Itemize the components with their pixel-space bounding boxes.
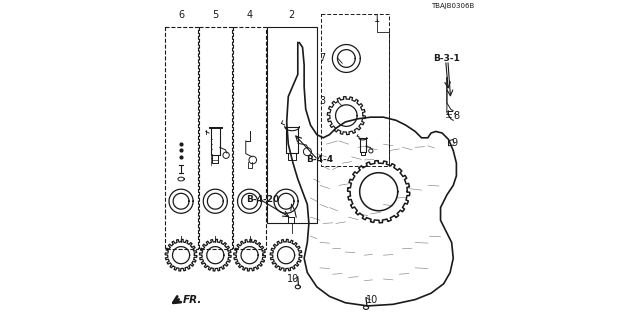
- Text: B-3-1: B-3-1: [433, 54, 460, 63]
- Text: 7: 7: [319, 53, 326, 63]
- Text: B-4-20: B-4-20: [246, 195, 279, 204]
- Text: 8: 8: [453, 111, 460, 121]
- Text: 10: 10: [366, 295, 378, 305]
- Text: 1: 1: [374, 14, 380, 24]
- Text: 10: 10: [287, 274, 299, 284]
- Text: 3: 3: [319, 96, 326, 106]
- Text: 4: 4: [246, 10, 253, 20]
- Text: 9: 9: [452, 138, 458, 148]
- Text: 2: 2: [289, 10, 295, 20]
- Text: 6: 6: [178, 10, 184, 20]
- Text: FR.: FR.: [183, 295, 202, 305]
- Text: 5: 5: [212, 10, 218, 20]
- Text: TBAJB0306B: TBAJB0306B: [431, 3, 475, 9]
- Text: B-4-4: B-4-4: [307, 156, 333, 164]
